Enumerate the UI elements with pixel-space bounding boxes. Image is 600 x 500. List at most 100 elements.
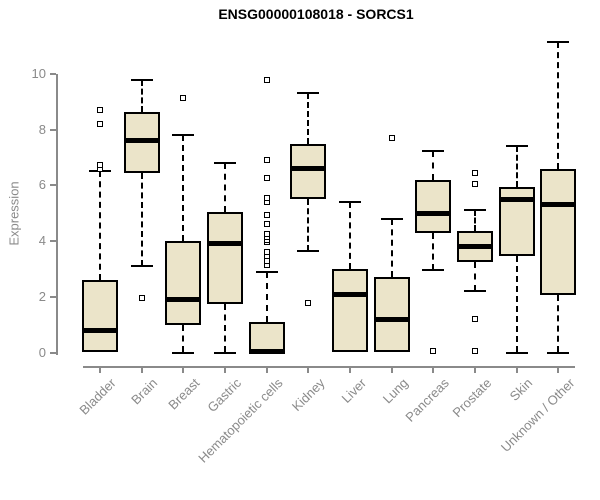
median-line	[415, 210, 452, 216]
chart-title: ENSG00000108018 - SORCS1	[218, 6, 414, 22]
box-iqr	[82, 280, 118, 353]
upper-whisker-line	[432, 150, 435, 180]
upper-whisker-cap	[422, 149, 445, 152]
upper-whisker-line	[348, 202, 351, 269]
x-axis-tick	[99, 368, 101, 373]
box-iqr	[165, 241, 202, 325]
outlier-point	[97, 121, 103, 128]
upper-whisker-line	[140, 79, 143, 112]
upper-whisker-cap	[213, 162, 236, 165]
upper-whisker-line	[99, 171, 101, 281]
lower-whisker-cap	[547, 351, 570, 354]
x-axis-tick	[265, 368, 268, 373]
x-tick-label-lung: Lung	[379, 375, 411, 407]
x-tick-label-hematopoietic-cells: Hematopoietic cells	[195, 375, 286, 466]
y-axis-line	[56, 74, 58, 355]
box-iqr	[540, 168, 577, 296]
x-axis-line	[83, 366, 575, 368]
outlier-point	[263, 175, 270, 182]
outlier-point	[97, 161, 103, 168]
y-tick-label: 10	[31, 66, 46, 81]
lower-whisker-cap	[213, 351, 236, 354]
median-line	[290, 166, 327, 172]
outlier-point	[263, 231, 270, 238]
outlier-point	[263, 76, 270, 83]
outlier-point	[430, 348, 437, 355]
upper-whisker-cap	[255, 270, 278, 273]
x-axis-tick	[515, 368, 518, 373]
upper-whisker-line	[515, 146, 518, 187]
lower-whisker-cap	[422, 269, 445, 272]
median-line	[123, 138, 160, 144]
median-line	[331, 291, 368, 297]
box-iqr	[415, 179, 452, 233]
y-axis-tick	[50, 73, 56, 75]
y-tick-label: 4	[38, 233, 46, 249]
x-tick-label-kidney: Kidney	[288, 375, 328, 415]
upper-whisker-line	[557, 41, 560, 169]
upper-whisker-cap	[130, 78, 153, 81]
outlier-point	[388, 135, 395, 142]
upper-whisker-cap	[172, 134, 195, 137]
x-axis-tick	[140, 368, 143, 373]
lower-whisker-line	[307, 199, 310, 251]
upper-whisker-line	[265, 271, 268, 322]
median-line	[206, 241, 243, 247]
box-iqr	[373, 277, 410, 353]
x-axis-tick	[182, 368, 185, 373]
x-axis-tick	[390, 368, 393, 373]
lower-whisker-line	[557, 295, 560, 353]
outlier-point	[471, 348, 478, 355]
x-tick-label-prostate: Prostate	[449, 375, 494, 421]
median-line	[456, 244, 493, 250]
upper-whisker-cap	[297, 92, 320, 95]
lower-whisker-line	[515, 256, 518, 353]
lower-whisker-line	[473, 261, 476, 292]
outlier-point	[471, 169, 478, 176]
x-axis-tick	[432, 368, 435, 373]
outlier-point	[138, 295, 145, 302]
lower-whisker-cap	[130, 265, 153, 268]
y-tick-label: 2	[38, 288, 46, 304]
outlier-point	[305, 300, 312, 307]
x-tick-label-gastric: Gastric	[204, 375, 244, 416]
upper-whisker-line	[307, 93, 310, 144]
box-iqr	[290, 143, 327, 200]
outlier-point	[471, 316, 478, 323]
y-axis-tick	[50, 184, 56, 187]
lower-whisker-line	[432, 232, 435, 271]
upper-whisker-line	[473, 210, 476, 232]
outlier-point	[263, 211, 270, 218]
x-axis-tick	[557, 368, 560, 373]
outlier-point	[263, 221, 270, 228]
upper-whisker-cap	[547, 40, 570, 43]
lower-whisker-line	[223, 303, 226, 353]
y-axis-tick	[50, 351, 56, 354]
x-axis-tick	[307, 368, 310, 373]
median-line	[82, 327, 118, 333]
lower-whisker-cap	[297, 249, 320, 252]
upper-whisker-line	[223, 163, 226, 212]
outlier-point	[263, 157, 270, 164]
x-tick-label-liver: Liver	[338, 375, 369, 406]
outlier-point	[263, 194, 270, 201]
upper-whisker-cap	[338, 201, 361, 204]
x-axis-tick	[473, 368, 476, 373]
upper-whisker-line	[390, 218, 393, 278]
median-line	[540, 202, 577, 208]
upper-whisker-line	[182, 135, 185, 242]
x-tick-label-skin: Skin	[507, 375, 536, 404]
outlier-point	[180, 94, 187, 101]
upper-whisker-cap	[380, 217, 403, 220]
x-axis-tick	[348, 368, 351, 373]
box-iqr	[331, 268, 368, 353]
y-axis-tick	[50, 128, 56, 131]
outlier-point	[471, 181, 478, 187]
y-tick-label: 6	[38, 177, 46, 193]
y-axis-tick	[50, 240, 56, 243]
x-axis-tick	[223, 368, 226, 373]
x-tick-label-brain: Brain	[128, 375, 161, 408]
lower-whisker-cap	[505, 351, 528, 354]
lower-whisker-line	[182, 324, 185, 353]
